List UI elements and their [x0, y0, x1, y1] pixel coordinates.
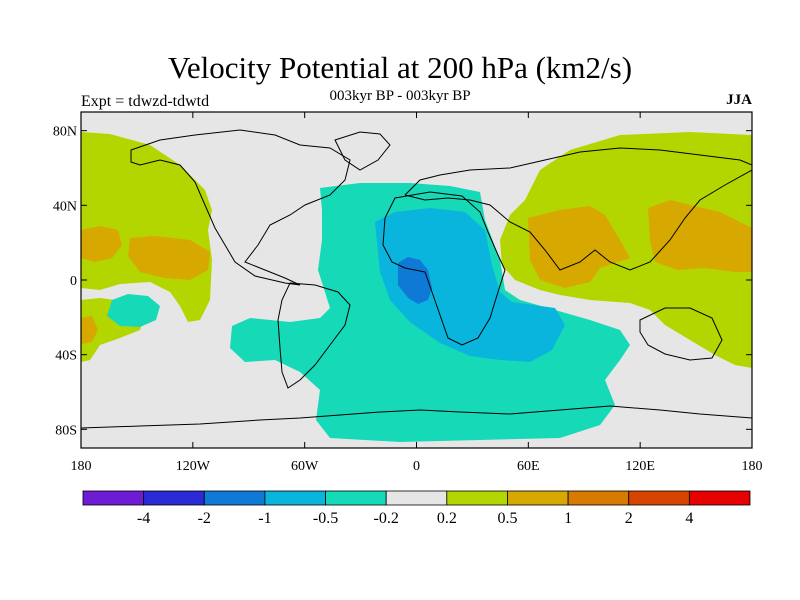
lon-tick-label: 120W — [176, 459, 211, 474]
colorbar-swatch — [446, 490, 508, 506]
colorbar: -4 -2 -1 -0.5 -0.2 0.2 0.5 1 2 4 — [82, 490, 751, 527]
colorbar-label: 0.2 — [437, 510, 457, 527]
colorbar-swatch — [264, 490, 326, 506]
lon-tick-label: 180 — [742, 459, 763, 474]
colorbar-swatch — [143, 490, 205, 506]
map-plot-area — [81, 112, 752, 448]
lon-tick-label: 60W — [291, 459, 319, 474]
colorbar-swatch — [385, 490, 448, 506]
negative-mid-region-africa — [375, 208, 565, 362]
lon-tick-label: 120E — [625, 459, 655, 474]
greenland-coast — [334, 131, 391, 171]
colorbar-swatch — [688, 490, 751, 506]
colorbar-label: -0.2 — [374, 510, 399, 527]
colorbar-swatch — [325, 490, 387, 506]
colorbar-label: -4 — [137, 510, 150, 527]
south-america-coast — [277, 282, 351, 389]
colorbar-label: 4 — [685, 510, 693, 527]
colorbar-swatch — [628, 490, 690, 506]
eurasia-coast — [404, 147, 752, 271]
positive-mid-region-pacific-central — [128, 236, 210, 280]
africa-coast — [382, 191, 506, 346]
colorbar-label: 1 — [564, 510, 572, 527]
colorbar-label: 0.5 — [497, 510, 517, 527]
colorbar-label: -1 — [258, 510, 271, 527]
lat-tick-label: 80S — [55, 423, 77, 438]
colorbar-swatch — [507, 490, 569, 506]
positive-mid-region-pacific-north — [81, 226, 122, 262]
lon-tick-label: 180 — [71, 459, 92, 474]
antarctica-coast — [81, 405, 752, 429]
positive-mid-region-pacific-south — [81, 316, 98, 344]
lat-tick-label: 40S — [55, 349, 77, 364]
colorbar-swatch — [82, 490, 145, 506]
colorbar-label: -2 — [198, 510, 211, 527]
map-subtitle: 003kyr BP - 003kyr BP — [329, 88, 471, 104]
colorbar-label: 2 — [625, 510, 633, 527]
positive-region-eurasia — [500, 132, 752, 368]
map-title: Velocity Potential at 200 hPa (km2/s) — [167, 50, 633, 85]
coastlines — [81, 129, 752, 429]
lat-tick-label: 40N — [53, 199, 77, 214]
colorbar-swatch — [203, 490, 266, 506]
colorbar-label: -0.5 — [313, 510, 338, 527]
lon-tick-label: 0 — [413, 459, 420, 474]
experiment-label: Expt = tdwzd-tdwtd — [81, 93, 210, 110]
lat-tick-label: 80N — [53, 125, 77, 140]
lon-tick-label: 60E — [517, 459, 540, 474]
lat-tick-label: 0 — [70, 274, 77, 289]
colorbar-swatch — [567, 490, 630, 506]
positive-mid-region-asia — [528, 206, 630, 288]
longitude-axis: 180 120W 60W 0 60E 120E 180 — [71, 112, 763, 474]
north-america-coast — [130, 129, 351, 286]
season-label: JJA — [726, 92, 752, 108]
australia-coast — [639, 307, 723, 361]
negative-region-pacific-eddy — [107, 294, 160, 327]
positive-mid-region-west-pacific — [648, 200, 752, 272]
latitude-axis: 80N 40N 0 40S 80S — [53, 125, 752, 438]
